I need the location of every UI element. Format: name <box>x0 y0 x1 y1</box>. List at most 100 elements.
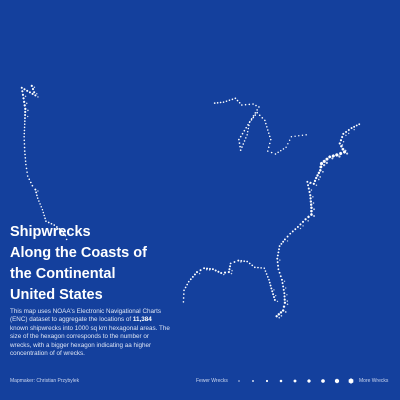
wreck-hexagon <box>199 269 202 272</box>
wreck-hexagon <box>294 135 296 138</box>
wreck-hexagon <box>24 120 26 123</box>
wreck-hexagon <box>286 293 288 296</box>
wreck-hexagon <box>350 127 353 130</box>
wreck-hexagon <box>64 234 67 237</box>
wreck-hexagon <box>281 282 284 285</box>
wreck-hexagon <box>251 264 254 267</box>
wreck-hexagon <box>313 179 317 183</box>
wreck-hexagon <box>184 286 187 289</box>
legend-hexagon <box>252 380 254 382</box>
wreck-hexagon <box>307 184 310 187</box>
shipwreck-count: 11,384 <box>132 316 152 324</box>
wreck-hexagon <box>340 144 343 148</box>
wreck-hexagon <box>310 209 313 213</box>
wreck-hexagon <box>20 86 23 89</box>
wreck-hexagon <box>213 102 216 105</box>
wreck-hexagon <box>222 101 225 104</box>
wreck-hexagon <box>296 225 299 229</box>
wreck-hexagon <box>290 135 293 138</box>
wreck-hexagon <box>227 270 230 274</box>
wreck-hexagon <box>274 153 277 155</box>
wreck-hexagon <box>24 153 26 156</box>
wreck-hexagon <box>261 116 264 119</box>
wreck-hexagon <box>307 219 309 222</box>
wreck-hexagon <box>310 206 313 210</box>
wreck-hexagon <box>273 298 276 301</box>
wreck-hexagon <box>285 287 287 289</box>
wreck-hexagon <box>301 134 304 137</box>
wreck-hexagon <box>268 146 270 149</box>
wreck-hexagon <box>342 132 345 135</box>
wreck-hexagon <box>183 289 185 292</box>
wreck-hexagon <box>304 218 307 221</box>
wreck-hexagon <box>23 100 26 104</box>
wreck-hexagon <box>243 129 246 132</box>
wreck-hexagon <box>269 135 271 138</box>
wreck-hexagon <box>39 203 41 205</box>
wreck-hexagon <box>338 155 341 158</box>
wreck-hexagon <box>313 214 315 217</box>
wreck-hexagon <box>268 132 270 135</box>
wreck-hexagon <box>58 227 61 230</box>
wreck-hexagon <box>239 145 241 148</box>
wreck-hexagon <box>265 273 268 275</box>
wreck-hexagon <box>299 223 302 226</box>
wreck-hexagon <box>260 267 262 269</box>
wreck-hexagon <box>355 124 358 127</box>
wreck-hexagon <box>268 281 271 284</box>
wreck-hexagon <box>275 294 277 297</box>
wreck-hexagon <box>339 151 343 156</box>
wreck-hexagon <box>271 290 274 293</box>
wreck-hexagon <box>283 295 286 298</box>
wreck-hexagon <box>56 225 58 228</box>
wreck-hexagon <box>238 142 241 145</box>
wreck-hexagon <box>23 143 26 145</box>
wreck-hexagon <box>302 225 304 227</box>
wreck-hexagon <box>216 101 219 104</box>
wreck-hexagon <box>24 107 27 111</box>
wreck-hexagon <box>252 114 255 117</box>
wreck-hexagon <box>283 292 286 295</box>
legend-low-label: Fewer Wrecks <box>196 378 228 384</box>
wreck-hexagon <box>248 262 251 265</box>
wreck-hexagon <box>62 232 65 235</box>
wreck-hexagon <box>241 104 243 106</box>
wreck-hexagon <box>309 197 312 200</box>
wreck-hexagon <box>65 238 68 241</box>
wreck-hexagon <box>206 269 208 271</box>
wreck-hexagon <box>328 155 332 159</box>
wreck-hexagon <box>307 187 310 190</box>
wreck-hexagon <box>308 190 311 194</box>
wreck-hexagon <box>28 178 30 181</box>
wreck-hexagon <box>282 148 285 150</box>
wreck-hexagon <box>286 300 289 302</box>
wreck-hexagon <box>26 171 28 174</box>
wreck-hexagon <box>280 242 283 245</box>
wreck-hexagon <box>325 161 328 165</box>
map-description: This map uses NOAA's Electronic Navigati… <box>10 308 170 358</box>
wreck-hexagon <box>278 245 281 248</box>
wreck-hexagon <box>186 283 188 286</box>
wreck-hexagon <box>341 135 344 139</box>
wreck-hexagon <box>254 112 257 114</box>
wreck-hexagon <box>282 305 286 308</box>
wreck-hexagon <box>26 175 29 177</box>
wreck-hexagon <box>44 217 46 220</box>
wreck-hexagon <box>252 116 255 119</box>
wreck-hexagon <box>25 163 27 166</box>
description-text-2: known shipwrecks into 1000 sq km hexagon… <box>10 324 170 358</box>
legend-hexagon <box>266 379 268 383</box>
wreck-hexagon <box>234 97 237 100</box>
wreck-hexagon <box>23 135 25 138</box>
wreck-hexagon <box>240 261 242 263</box>
wreck-hexagon <box>315 176 318 180</box>
wreck-hexagon <box>248 121 251 124</box>
legend-hexagon <box>334 378 340 384</box>
wreck-hexagon <box>345 134 347 137</box>
wreck-hexagon <box>264 270 267 272</box>
wreck-hexagon <box>277 151 279 154</box>
wreck-hexagon <box>236 99 239 102</box>
wreck-hexagon <box>24 117 26 120</box>
wreck-hexagon <box>198 272 201 275</box>
